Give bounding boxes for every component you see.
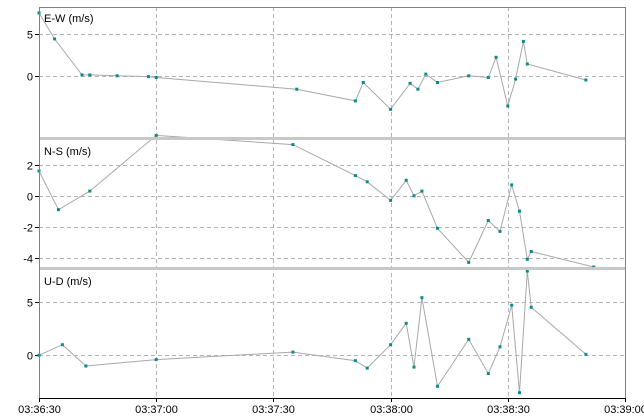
data-point — [80, 73, 84, 77]
series-line — [38, 271, 587, 393]
y-tick-label: 5 — [27, 298, 33, 310]
plot-frame — [39, 7, 626, 399]
data-point — [529, 250, 533, 253]
data-point — [420, 189, 424, 193]
data-point — [389, 343, 393, 347]
data-point — [436, 384, 439, 388]
data-point — [353, 99, 357, 103]
panel-0: 5 0 E-W (m/s) — [27, 7, 625, 137]
data-point — [467, 74, 471, 78]
data-point — [436, 226, 439, 230]
data-point — [498, 345, 502, 349]
data-point — [154, 358, 158, 362]
data-point — [494, 55, 498, 59]
data-point — [525, 257, 529, 261]
y-tick-label: -4 — [23, 254, 33, 266]
data-point — [510, 183, 514, 187]
data-point — [57, 208, 60, 212]
data-point — [408, 81, 412, 85]
panel-separator — [39, 267, 625, 270]
data-point — [365, 180, 369, 184]
data-point — [521, 39, 525, 43]
data-point — [518, 209, 521, 213]
x-tick-label: 03:37:00 — [135, 404, 178, 416]
y-tick-label: 0 — [27, 192, 33, 204]
data-point — [404, 321, 408, 325]
data-point — [88, 73, 92, 77]
data-point — [154, 133, 158, 137]
data-point — [525, 62, 529, 66]
data-point — [115, 74, 119, 78]
panel-1: 2 0 -2 -4 N-S (m/s) — [23, 133, 625, 269]
x-tick-label: 03:37:30 — [252, 404, 295, 416]
data-point — [584, 352, 588, 356]
data-point — [498, 229, 502, 233]
y-tick-label: 5 — [27, 30, 33, 42]
data-point — [389, 107, 393, 111]
data-point — [291, 143, 295, 147]
y-tick-label: -2 — [23, 223, 33, 235]
data-point — [60, 343, 64, 347]
y-tick-label: 2 — [27, 161, 33, 173]
data-point — [518, 391, 521, 395]
data-point — [506, 104, 510, 108]
data-point — [412, 194, 416, 198]
series-line — [38, 134, 594, 268]
x-tick-label: 03:39:00 — [604, 404, 644, 416]
data-point — [353, 174, 357, 178]
data-point — [486, 219, 490, 222]
data-point — [424, 72, 428, 76]
panel-2: 5 0 U-D (m/s) — [27, 269, 625, 398]
data-point — [467, 260, 471, 264]
data-point — [467, 337, 471, 341]
data-point — [514, 77, 518, 81]
data-point — [510, 303, 514, 307]
x-tick-label: 03:36:30 — [18, 404, 61, 416]
x-tick-label: 03:38:00 — [370, 404, 413, 416]
data-point — [295, 87, 299, 91]
data-point — [404, 178, 408, 182]
data-point — [486, 76, 490, 79]
data-point — [291, 350, 295, 354]
data-point — [416, 87, 420, 91]
data-point — [53, 37, 57, 41]
data-point — [84, 364, 88, 368]
data-point — [529, 305, 533, 309]
data-point — [436, 81, 439, 84]
data-point — [525, 269, 529, 273]
y-tick-label: 0 — [27, 72, 33, 84]
data-point — [389, 198, 393, 202]
data-point — [365, 366, 369, 370]
panel-title: N-S (m/s) — [44, 146, 91, 158]
data-point — [486, 372, 490, 375]
data-point — [146, 75, 150, 79]
data-point — [420, 296, 424, 300]
data-point — [154, 76, 158, 79]
data-point — [412, 365, 416, 369]
data-point — [584, 78, 588, 82]
data-point — [361, 81, 365, 84]
panel-title: E-W (m/s) — [44, 13, 93, 25]
x-tick-label: 03:38:30 — [487, 404, 530, 416]
series-line — [38, 12, 587, 111]
data-point — [88, 189, 92, 193]
y-tick-label: 0 — [27, 351, 33, 363]
vertical-gridlines — [156, 7, 626, 398]
panel-title: U-D (m/s) — [44, 276, 92, 288]
panel-separator — [39, 137, 625, 140]
data-point — [353, 359, 357, 363]
x-axis: 03:36:30 03:37:00 03:37:30 03:38:00 03:38:30… — [18, 398, 644, 416]
